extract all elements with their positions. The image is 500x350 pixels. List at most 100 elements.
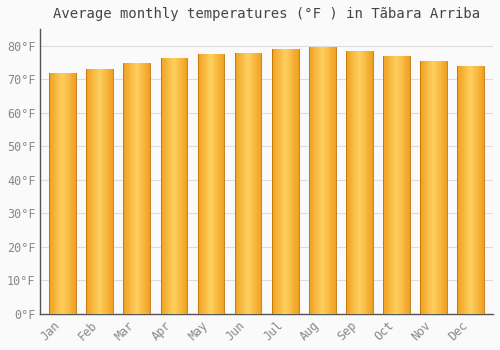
Bar [99,69,100,314]
Bar [372,51,373,314]
Bar [142,63,143,314]
Bar [235,52,236,314]
Bar [88,69,89,314]
Bar [387,56,388,314]
Bar [479,66,480,314]
Bar [462,66,463,314]
Bar [368,51,370,314]
Bar [214,54,216,314]
Bar [477,66,478,314]
Bar [350,51,352,314]
Bar [330,48,332,314]
Bar [470,66,471,314]
Bar [348,51,349,314]
Bar [296,49,297,314]
Bar [97,69,98,314]
Bar [247,52,248,314]
Bar [212,54,213,314]
Bar [186,57,188,314]
Bar [204,54,205,314]
Bar [168,57,170,314]
Bar [442,61,444,314]
Bar [461,66,462,314]
Bar [323,48,324,314]
Bar [467,66,468,314]
Bar [390,56,391,314]
Bar [319,48,320,314]
Bar [314,48,315,314]
Bar [166,57,167,314]
Bar [437,61,438,314]
Bar [408,56,409,314]
Bar [132,63,133,314]
Bar [474,66,475,314]
Bar [129,63,130,314]
Bar [279,49,280,314]
Bar [87,69,88,314]
Bar [324,48,325,314]
Bar [67,72,68,314]
Bar [436,61,437,314]
Bar [60,72,61,314]
Bar [236,52,238,314]
Bar [396,56,398,314]
Bar [468,66,469,314]
Bar [332,48,333,314]
Bar [141,63,142,314]
Bar [425,61,426,314]
Bar [480,66,482,314]
Bar [239,52,240,314]
Bar [220,54,221,314]
Bar [170,57,171,314]
Bar [112,69,113,314]
Bar [59,72,60,314]
Bar [280,49,281,314]
Bar [286,49,287,314]
Bar [62,72,64,314]
Bar [277,49,278,314]
Bar [146,63,148,314]
Bar [290,49,292,314]
Bar [383,56,384,314]
Bar [144,63,145,314]
Bar [430,61,431,314]
Bar [386,56,387,314]
Bar [183,57,184,314]
Bar [434,61,436,314]
Bar [384,56,385,314]
Bar [104,69,105,314]
Bar [320,48,322,314]
Bar [128,63,129,314]
Bar [213,54,214,314]
Bar [254,52,256,314]
Bar [292,49,294,314]
Bar [209,54,210,314]
Bar [352,51,353,314]
Bar [130,63,132,314]
Bar [366,51,368,314]
Bar [370,51,371,314]
Bar [210,54,211,314]
Bar [65,72,66,314]
Bar [89,69,90,314]
Bar [74,72,75,314]
Bar [221,54,222,314]
Bar [444,61,446,314]
Bar [287,49,288,314]
Bar [317,48,318,314]
Bar [463,66,464,314]
Bar [105,69,106,314]
Bar [174,57,175,314]
Bar [441,61,442,314]
Bar [429,61,430,314]
Bar [391,56,392,314]
Bar [356,51,357,314]
Bar [273,49,274,314]
Bar [276,49,277,314]
Bar [433,61,434,314]
Bar [403,56,404,314]
Bar [243,52,244,314]
Bar [424,61,425,314]
Bar [219,54,220,314]
Bar [358,51,360,314]
